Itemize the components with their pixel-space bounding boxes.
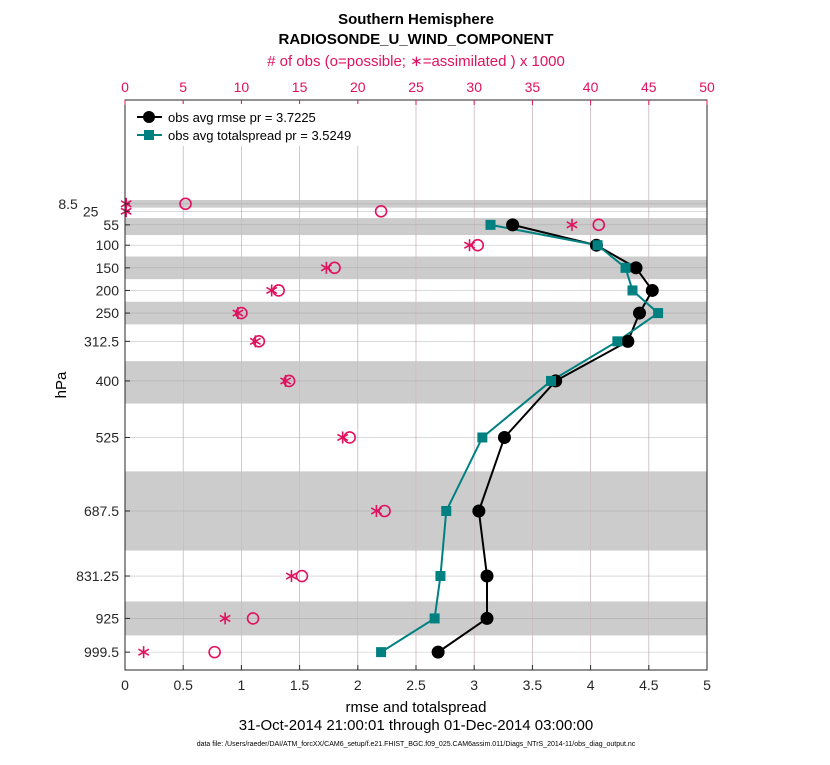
x-tick-label: 5 <box>703 677 711 693</box>
legend-marker-rmse <box>143 111 155 123</box>
rmse-point <box>632 306 646 320</box>
legend-box <box>130 104 380 146</box>
spread-point <box>429 613 440 624</box>
spread-point <box>485 219 496 230</box>
obs-assimilated-point <box>285 570 298 583</box>
rmse-point <box>645 283 659 297</box>
obs-possible-point <box>328 261 341 275</box>
spread-point <box>477 432 488 443</box>
obs-possible-point <box>246 612 260 625</box>
top-x-tick-label: 50 <box>699 79 715 95</box>
top-x-tick-label: 0 <box>121 79 129 95</box>
obs-assimilated-point <box>232 307 244 320</box>
obs-assimilated-point <box>138 646 150 659</box>
series-line-1 <box>380 223 660 653</box>
rmse-point <box>506 218 520 232</box>
x-tick-label: 1 <box>238 677 246 693</box>
rmse-point <box>497 430 511 444</box>
obs-assimilated-point <box>370 504 383 517</box>
chart-subtitle: RADIOSONDE_U_WIND_COMPONENT <box>278 31 553 48</box>
obs-possible-point <box>235 306 248 320</box>
top-x-tick-label: 5 <box>179 79 187 95</box>
x-tick-label: 0 <box>121 677 129 693</box>
legend: obs avg rmse pr = 3.7225 obs avg totalsp… <box>130 104 380 146</box>
top-x-tick-label: 20 <box>350 79 366 95</box>
spread-point <box>620 262 631 273</box>
legend-marker-spread <box>144 130 154 140</box>
obs-possible-point <box>378 504 391 518</box>
top-x-tick-label: 35 <box>525 79 541 95</box>
y-tick-label: 400 <box>96 373 120 389</box>
spread-point <box>546 375 557 386</box>
rmse-point <box>480 611 494 625</box>
top-x-tick-label: 15 <box>292 79 308 95</box>
x-tick-label: 0.5 <box>173 677 193 693</box>
obs-assimilated-point <box>566 218 578 231</box>
spread-point <box>612 336 623 347</box>
x-tick-label: 2.5 <box>406 677 426 693</box>
top-x-tick-label: 25 <box>408 79 424 95</box>
rmse-point <box>431 645 445 659</box>
x-tick-label: 3 <box>470 677 478 693</box>
y-tick-label: 8.5 <box>58 196 78 212</box>
obs-possible-point <box>208 645 221 659</box>
x-tick-label: 3.5 <box>523 677 543 693</box>
obs-possible-point <box>179 197 192 211</box>
spread-point <box>592 240 603 251</box>
obs-assimilated-point <box>337 431 349 444</box>
x-tick-label: 4.5 <box>639 677 659 693</box>
spread-point <box>435 571 446 582</box>
spread-point <box>627 285 638 296</box>
chart-title: Southern Hemisphere <box>338 11 494 28</box>
x-axis-label: rmse and totalspread <box>346 699 487 716</box>
y-tick-label: 687.5 <box>84 503 119 519</box>
date-range: 31-Oct-2014 21:00:01 through 01-Dec-2014… <box>239 717 593 734</box>
y-tick-label: 525 <box>96 429 120 445</box>
y-tick-label: 150 <box>96 260 120 276</box>
y-tick-label: 250 <box>96 305 120 321</box>
spread-point <box>441 505 452 516</box>
obs-possible-point <box>295 569 309 583</box>
obs-assimilated-point <box>320 261 332 274</box>
y-tick-label: 831.25 <box>76 568 119 584</box>
y-tick-label: 55 <box>103 217 119 233</box>
top-x-tick-label: 10 <box>234 79 250 95</box>
x-tick-label: 1.5 <box>290 677 310 693</box>
top-x-tick-label: 30 <box>466 79 482 95</box>
y-tick-label: 999.5 <box>84 644 119 660</box>
obs-possible-point <box>282 374 296 388</box>
y-tick-label: 925 <box>96 610 120 626</box>
legend-label-rmse: obs avg rmse pr = 3.7225 <box>168 110 316 125</box>
y-tick-label: 312.5 <box>84 333 119 349</box>
obs-possible-point <box>252 335 266 348</box>
top-axis-label: # of obs (o=possible; ∗=assimilated ) x … <box>267 53 565 70</box>
x-tick-label: 4 <box>587 677 595 693</box>
top-x-tick-label: 45 <box>641 79 657 95</box>
spread-point <box>376 647 387 658</box>
rmse-point <box>472 504 486 518</box>
spread-point <box>653 308 664 319</box>
obs-possible-point <box>471 238 484 252</box>
y-tick-label: 100 <box>96 237 120 253</box>
obs-assimilated-point <box>463 239 476 252</box>
footnote: data file: /Users/raeder/DAI/ATM_forcXX/… <box>197 741 636 748</box>
top-x-tick-label: 40 <box>583 79 599 95</box>
x-tick-label: 2 <box>354 677 362 693</box>
rmse-point <box>621 334 635 348</box>
rmse-point <box>629 261 643 275</box>
obs-assimilated-point <box>280 374 292 387</box>
obs-possible-point <box>374 204 388 218</box>
obs-assimilated-point <box>249 335 261 348</box>
y-tick-label: 25 <box>83 203 99 219</box>
series-line-0 <box>437 223 654 653</box>
obs-possible-point <box>592 218 606 232</box>
rmse-point <box>480 569 494 583</box>
y-axis-label: hPa <box>53 371 70 398</box>
y-tick-label: 200 <box>96 282 120 298</box>
obs-assimilated-point <box>219 612 231 625</box>
legend-label-spread: obs avg totalspread pr = 3.5249 <box>168 128 351 143</box>
obs-assimilated-point <box>266 284 278 297</box>
